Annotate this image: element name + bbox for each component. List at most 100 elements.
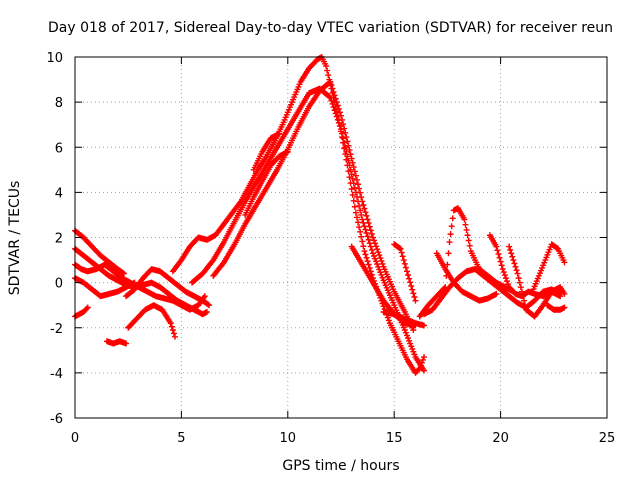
data-point	[167, 320, 174, 327]
data-point	[358, 194, 365, 201]
data-point	[361, 223, 368, 230]
y-tick-label: 6	[55, 141, 63, 156]
data-point	[420, 322, 427, 329]
data-point	[448, 223, 455, 230]
data-point	[376, 266, 383, 273]
data-point	[359, 216, 366, 223]
data-point	[335, 119, 342, 126]
data-point	[398, 249, 405, 256]
data-point	[345, 157, 352, 164]
data-point	[327, 78, 334, 85]
data-point	[495, 251, 502, 258]
data-point	[341, 125, 348, 132]
y-tick-label: 0	[55, 277, 63, 292]
data-point	[330, 88, 337, 95]
data-point	[506, 243, 513, 250]
data-point	[336, 109, 343, 116]
series-pass-23	[544, 302, 568, 313]
data-point	[350, 164, 357, 171]
data-point	[510, 257, 517, 264]
data-point	[408, 283, 415, 290]
data-point	[168, 323, 175, 330]
y-axis-label: SDTVAR / TECUs	[7, 181, 23, 296]
data-point	[511, 260, 518, 267]
data-point	[497, 258, 504, 265]
data-point	[353, 214, 360, 221]
data-point	[496, 254, 503, 261]
data-point	[332, 110, 339, 117]
data-point	[356, 185, 363, 192]
data-point	[403, 332, 410, 339]
data-point	[332, 95, 339, 102]
data-point	[355, 181, 362, 188]
x-tick-label: 0	[71, 431, 79, 446]
data-point	[505, 281, 512, 288]
data-point	[343, 134, 350, 141]
data-point	[378, 271, 385, 278]
data-point	[348, 171, 355, 178]
data-point	[366, 264, 373, 271]
data-point	[330, 104, 337, 111]
data-point	[410, 348, 417, 355]
data-point	[461, 216, 468, 223]
data-point	[324, 67, 331, 74]
data-point	[446, 239, 453, 246]
data-point	[351, 203, 358, 210]
data-point	[499, 266, 506, 273]
data-point	[405, 335, 412, 342]
data-point	[502, 275, 509, 282]
data-point	[369, 234, 376, 241]
data-point	[361, 205, 368, 212]
data-point	[345, 142, 352, 149]
data-point	[339, 130, 346, 137]
data-point	[407, 340, 414, 347]
data-point	[463, 226, 470, 233]
y-ticks: -6 -4 -2 0 2 4 6 8 10	[46, 51, 607, 427]
data-point	[405, 272, 412, 279]
data-point	[515, 275, 522, 282]
data-point	[514, 270, 521, 277]
data-point	[328, 82, 335, 89]
data-point	[377, 255, 384, 262]
data-point	[508, 250, 515, 257]
data-point	[365, 236, 372, 243]
data-point	[370, 253, 377, 260]
data-point	[355, 219, 362, 226]
x-axis-label: GPS time / hours	[282, 458, 399, 474]
data-point	[347, 166, 354, 173]
data-point	[366, 223, 373, 230]
data-point	[362, 251, 369, 258]
data-point	[349, 159, 356, 166]
data-point	[323, 63, 330, 70]
data-point	[364, 233, 371, 240]
chart-title: Day 018 of 2017, Sidereal Day-to-day VTE…	[48, 20, 613, 36]
series-pass-04	[72, 275, 138, 300]
data-point	[400, 257, 407, 264]
x-tick-label: 5	[177, 431, 185, 446]
data-point	[411, 294, 418, 301]
data-point	[356, 224, 363, 231]
data-point	[339, 116, 346, 123]
data-point	[373, 258, 380, 265]
data-point	[276, 130, 283, 137]
data-point	[336, 123, 343, 130]
series-pass-12	[250, 130, 283, 173]
data-point	[346, 162, 353, 169]
data-point	[327, 94, 334, 101]
data-point	[341, 139, 348, 146]
data-point	[403, 268, 410, 275]
data-point	[367, 227, 374, 234]
x-tick-label: 20	[492, 431, 509, 446]
data-point	[353, 176, 360, 183]
data-point	[83, 305, 90, 312]
data-point	[203, 308, 210, 315]
data-point	[361, 248, 368, 255]
data-point	[396, 245, 403, 252]
data-point	[362, 209, 369, 216]
data-point	[123, 340, 130, 347]
data-point	[372, 240, 379, 247]
y-tick-label: -2	[50, 322, 63, 337]
data-point	[368, 246, 375, 253]
series-pass-10	[189, 85, 427, 374]
